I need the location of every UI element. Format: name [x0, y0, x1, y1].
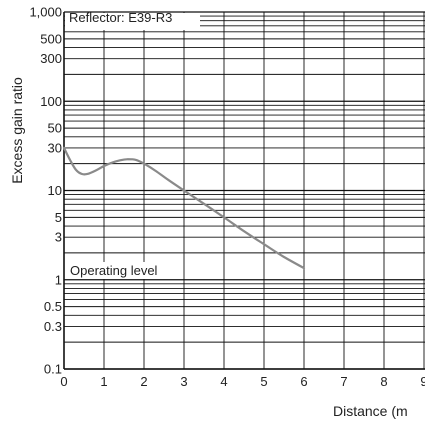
y-tick-label: 1 [55, 272, 62, 287]
y-tick-label: 300 [40, 51, 62, 66]
x-tick-label: 2 [140, 374, 147, 389]
y-tick-label: 0.3 [44, 319, 62, 334]
plot-grid [63, 11, 425, 370]
y-tick-label: 500 [40, 31, 62, 46]
x-tick-label: 0 [60, 374, 67, 389]
x-tick-label: 5 [260, 374, 267, 389]
series-layer [62, 146, 306, 270]
operating-level-label: Operating level [70, 263, 158, 278]
chart-title: Reflector: E39-R3 [69, 10, 172, 25]
y-tick-label: 5 [55, 210, 62, 225]
y-tick-label: 30 [48, 140, 62, 155]
x-tick-label: 6 [300, 374, 307, 389]
y-tick-label: 100 [40, 94, 62, 109]
y-axis-label: Excess gain ratio [9, 77, 25, 184]
x-tick-label: 8 [380, 374, 387, 389]
tick-labels: 1,000 500 300 100 50 30 10 5 3 1 0.5 0.3 0.10 1 2 3 4 5 6 7… [29, 5, 425, 390]
x-tick-label: 9 [420, 374, 425, 389]
operating-level-label-background [65, 262, 175, 279]
chart-title-background [65, 13, 200, 30]
excess-gain-curve [62, 146, 306, 270]
y-tick-label: 3 [55, 230, 62, 245]
x-tick-label: 3 [180, 374, 187, 389]
x-tick-label: 4 [220, 374, 227, 389]
x-tick-label: 7 [340, 374, 347, 389]
y-tick-label: 0.1 [44, 362, 62, 377]
y-tick-label: 1,000 [29, 5, 62, 20]
y-tick-label: 50 [48, 121, 62, 136]
y-tick-label: 10 [48, 183, 62, 198]
y-tick-label: 0.5 [44, 299, 62, 314]
x-axis-label: Distance (m [333, 403, 408, 419]
x-tick-label: 1 [100, 374, 107, 389]
